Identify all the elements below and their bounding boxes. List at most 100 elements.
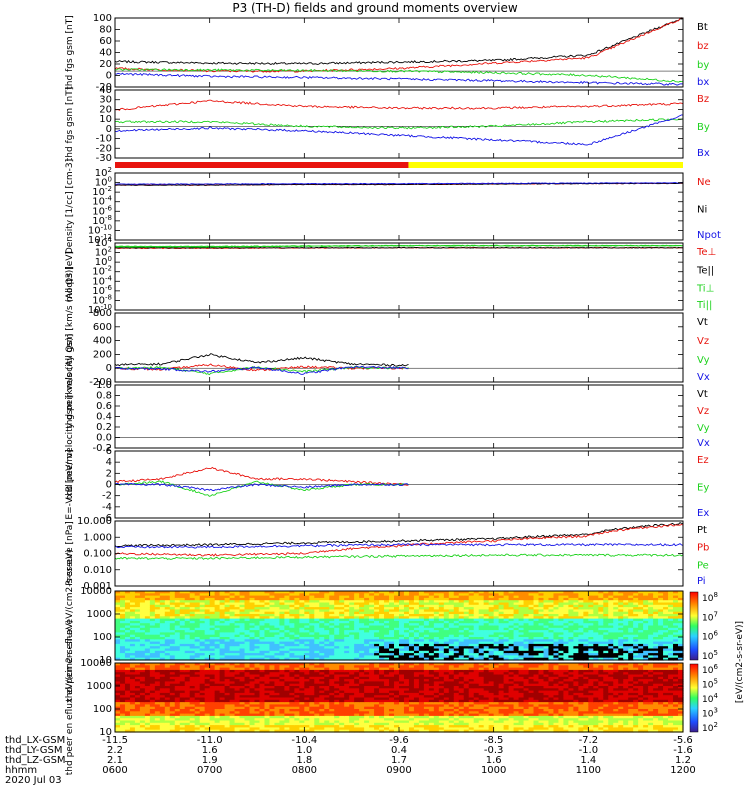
ephemeris-value: 0600 bbox=[102, 765, 127, 776]
legend-Vy: Vy bbox=[697, 355, 710, 366]
y-tick-label: 0 bbox=[106, 363, 112, 374]
panel-frame bbox=[114, 89, 684, 159]
y-tick-label: 10 bbox=[99, 114, 112, 125]
series-Pi bbox=[114, 543, 684, 549]
colorbar bbox=[689, 591, 699, 661]
y-tick-label: 40 bbox=[99, 48, 112, 59]
y-axis-label: moqt3 [eV] bbox=[65, 251, 75, 302]
legend-By: By bbox=[697, 122, 710, 133]
y-tick-label: 6 bbox=[106, 446, 112, 457]
colorbar-tick: 107 bbox=[702, 610, 718, 623]
panel-density bbox=[114, 172, 684, 241]
ephemeris-value: 0800 bbox=[292, 765, 317, 776]
legend-Ti||: Ti|| bbox=[696, 300, 712, 311]
y-tick-label: 1.0 bbox=[96, 380, 112, 391]
y-axis-label: E=-VxB [mV/m] bbox=[65, 449, 75, 519]
ephemeris-label: hhmm bbox=[5, 765, 37, 776]
y-tick-label: 20 bbox=[99, 59, 112, 70]
y-tick-label: 0.4 bbox=[96, 412, 112, 423]
panel-moqt3 bbox=[114, 242, 684, 311]
ephemeris-value: -11.0 bbox=[197, 735, 223, 746]
y-tick-label: -6 bbox=[102, 513, 112, 524]
y-tick-label: -200 bbox=[89, 377, 112, 388]
y-tick-label: 600 bbox=[93, 322, 112, 333]
ephemeris-value: 1.4 bbox=[580, 755, 596, 766]
y-tick-label: 100 bbox=[93, 632, 112, 643]
ephemeris-value: -11.5 bbox=[102, 735, 128, 746]
y-tick-label: 10-4 bbox=[92, 195, 112, 208]
panel-peer_vel bbox=[114, 384, 684, 449]
y-tick-label: 10-4 bbox=[92, 274, 112, 287]
legend-Ti⊥: Ti⊥ bbox=[696, 284, 714, 295]
series-Pb bbox=[114, 523, 684, 557]
panel-frame bbox=[114, 520, 684, 587]
y-tick-label: 0 bbox=[106, 71, 112, 82]
panel-peer_eflux bbox=[114, 662, 684, 733]
y-tick-label: 0 bbox=[106, 480, 112, 491]
legend-Pb: Pb bbox=[697, 543, 709, 554]
y-tick-label: 4 bbox=[106, 457, 112, 468]
ephemeris-value: -1.6 bbox=[673, 745, 693, 756]
series-Ni bbox=[114, 182, 684, 186]
y-axis-label: thd fgs gsm [nT] bbox=[65, 87, 75, 162]
legend-Vy: Vy bbox=[697, 423, 710, 434]
y-tick-label: 100 bbox=[93, 704, 112, 715]
y-tick-label: 102 bbox=[95, 246, 112, 259]
y-tick-label: 100 bbox=[93, 13, 112, 24]
series-Ey bbox=[114, 480, 409, 497]
y-tick-label: 0.6 bbox=[96, 401, 112, 412]
colorbar bbox=[689, 663, 699, 733]
ephemeris-value: 0.4 bbox=[391, 745, 407, 756]
y-tick-label: 800 bbox=[93, 308, 112, 319]
legend-Npot: Npot bbox=[697, 230, 721, 241]
y-tick-label: 80 bbox=[99, 25, 112, 36]
ephemeris-value: 1.2 bbox=[675, 755, 691, 766]
legend-Vt: Vt bbox=[697, 389, 708, 400]
series-Vt bbox=[114, 353, 409, 367]
panel-frame bbox=[114, 384, 684, 449]
y-tick-label: 10 bbox=[99, 655, 112, 666]
legend-Ey: Ey bbox=[697, 483, 709, 494]
y-axis-label: thd peer velocity gsm [km/s (All Qs)] bbox=[65, 334, 75, 500]
legend-Bt: Bt bbox=[697, 22, 708, 33]
legend-Vz: Vz bbox=[697, 336, 709, 347]
y-tick-label: 1.000 bbox=[83, 532, 112, 543]
y-tick-label: 400 bbox=[93, 336, 112, 347]
panel-peir_vel bbox=[114, 312, 684, 383]
y-tick-label: 10000 bbox=[80, 658, 112, 669]
ephemeris-value: -0.3 bbox=[484, 745, 504, 756]
y-axis-label: Pressure [nPa] bbox=[65, 521, 75, 586]
y-tick-label: 0.001 bbox=[83, 581, 112, 592]
y-tick-label: 10-6 bbox=[92, 204, 112, 217]
legend-Ex: Ex bbox=[697, 508, 709, 519]
y-tick-label: 20 bbox=[99, 104, 112, 115]
series-Npot bbox=[114, 182, 684, 185]
panel-fgs_b bbox=[114, 89, 684, 159]
y-tick-label: 2 bbox=[106, 468, 112, 479]
plot-title: P3 (TH-D) fields and ground moments over… bbox=[232, 1, 518, 15]
ephemeris-value: 1000 bbox=[481, 765, 506, 776]
y-tick-label: 0.2 bbox=[96, 422, 112, 433]
legend-Vt: Vt bbox=[697, 317, 708, 328]
ephemeris-value: 1200 bbox=[670, 765, 695, 776]
colorbar-tick: 103 bbox=[702, 707, 718, 720]
y-tick-label: 0.010 bbox=[83, 565, 112, 576]
series-Bx bbox=[114, 114, 684, 146]
legend-Pi: Pi bbox=[697, 576, 706, 587]
panel-fgs bbox=[114, 17, 684, 88]
y-tick-label: -30 bbox=[96, 153, 112, 164]
y-tick-label: 1000 bbox=[87, 681, 112, 692]
colorbar-tick: 105 bbox=[702, 649, 718, 662]
ephemeris-value: 0900 bbox=[386, 765, 411, 776]
series-bz bbox=[114, 17, 684, 73]
colorbar-tick: 104 bbox=[702, 692, 718, 705]
y-tick-label: 10000 bbox=[80, 586, 112, 597]
y-tick-label: 10.000 bbox=[77, 516, 112, 527]
y-tick-label: 10-2 bbox=[92, 185, 112, 198]
y-axis-label: Density [1/cc] [cm-3] bbox=[65, 159, 75, 254]
colorbar-tick: 102 bbox=[702, 721, 718, 734]
panel-efield bbox=[114, 450, 684, 519]
ephemeris-value: 2.1 bbox=[107, 755, 123, 766]
y-tick-label: 102 bbox=[95, 166, 112, 179]
